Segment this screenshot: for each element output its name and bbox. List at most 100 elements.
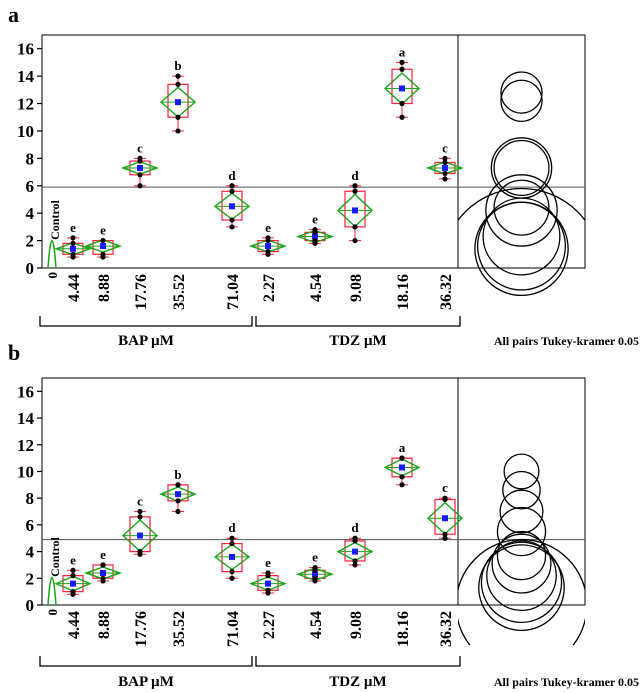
data-point — [70, 240, 76, 246]
x-tick-label: 4.44 — [66, 611, 83, 639]
control-label: Control — [48, 199, 62, 239]
data-point — [175, 498, 181, 504]
y-tick-label: 14 — [17, 409, 35, 428]
data-point — [137, 514, 143, 520]
y-tick-label: 12 — [17, 95, 34, 114]
significance-letter: e — [70, 552, 76, 567]
y-tick-label: 0 — [26, 596, 35, 615]
mean-marker — [100, 569, 106, 576]
control-marker — [47, 240, 57, 269]
data-point — [442, 170, 448, 177]
significance-letter: d — [351, 520, 359, 535]
comparison-circle — [482, 197, 561, 276]
mean-marker — [265, 243, 271, 250]
mean-marker — [137, 532, 143, 539]
data-point — [442, 535, 448, 541]
significance-letter: c — [442, 140, 448, 155]
mean-marker — [442, 515, 448, 522]
y-tick-label: 10 — [17, 462, 34, 481]
data-point — [229, 224, 235, 230]
data-point — [137, 183, 143, 189]
data-point — [399, 114, 405, 120]
y-tick-label: 16 — [17, 40, 34, 59]
significance-letter: e — [312, 212, 318, 227]
mean-marker — [399, 85, 405, 92]
data-point — [442, 159, 448, 166]
x-tick-label: 36.32 — [438, 274, 455, 310]
x-tick-label: 4.54 — [308, 274, 325, 302]
x-tick-label: 8.88 — [96, 611, 113, 639]
data-point — [352, 562, 358, 568]
significance-letter: e — [100, 547, 106, 562]
comparison-circles — [458, 71, 585, 297]
data-point — [70, 254, 76, 260]
y-tick-label: 2 — [26, 232, 35, 251]
comparison-circle — [458, 538, 585, 645]
panel-label: a — [8, 2, 19, 27]
x-tick-label: 71.04 — [225, 611, 242, 647]
data-point — [100, 254, 106, 260]
data-point — [100, 562, 106, 568]
comparison-circle — [493, 179, 550, 236]
mean-marker — [399, 464, 405, 471]
data-point — [70, 591, 76, 597]
y-tick-label: 2 — [26, 569, 35, 588]
data-point — [265, 590, 271, 596]
data-point — [229, 183, 235, 189]
comparison-circle — [503, 453, 540, 490]
significance-letter: d — [351, 168, 359, 183]
comparison-circle — [496, 506, 547, 557]
data-point — [175, 128, 181, 134]
significance-letter: e — [70, 220, 76, 235]
significance-letter: c — [137, 140, 143, 155]
group-label: BAP µM — [118, 333, 174, 349]
significance-letter: a — [399, 44, 406, 59]
significance-letter: e — [265, 220, 271, 235]
mean-marker — [70, 245, 76, 252]
data-point — [175, 508, 181, 515]
mean-marker — [175, 491, 181, 498]
test-label: All pairs Tukey-kramer 0.05 — [494, 334, 639, 348]
mean-marker — [229, 553, 235, 560]
data-point — [312, 567, 318, 573]
data-point — [137, 158, 143, 164]
data-point — [229, 540, 235, 547]
data-point — [265, 237, 271, 244]
y-tick-label: 0 — [26, 259, 35, 278]
data-point — [229, 188, 235, 194]
data-point — [312, 229, 318, 235]
data-point — [399, 474, 405, 480]
data-point — [442, 176, 448, 182]
data-point — [100, 578, 106, 584]
y-tick-label: 4 — [26, 204, 35, 223]
data-point — [442, 155, 448, 161]
x-tick-label: 4.44 — [66, 274, 83, 302]
data-point — [399, 482, 405, 488]
x-tick-label: 18.16 — [395, 274, 412, 310]
comparison-circle — [491, 533, 552, 594]
mean-marker — [312, 571, 318, 578]
data-point — [312, 578, 318, 584]
comparison-circle — [496, 530, 547, 581]
mean-marker — [312, 233, 318, 240]
data-point — [137, 551, 143, 557]
x-tick-label: 17.76 — [133, 611, 150, 647]
data-point — [399, 455, 405, 461]
chart-panel-b: b 0 2 4 6 8 10 12 14 16 Control 0 e 4.44 e 8.88 c 17.76 b 3… — [8, 340, 639, 690]
x-tick-label: 35.52 — [171, 274, 188, 310]
y-tick-label: 6 — [26, 516, 35, 535]
x-tick-label: 2.27 — [261, 274, 278, 302]
significance-letter: d — [228, 520, 236, 535]
comparison-circle — [502, 470, 541, 510]
significance-letter: e — [100, 223, 106, 238]
y-tick-label: 14 — [17, 67, 35, 86]
x-tick-label: 36.32 — [438, 611, 455, 647]
x-tick-label: 17.76 — [133, 274, 150, 310]
mean-marker — [229, 203, 235, 210]
data-point — [352, 538, 358, 544]
x-tick-label: 9.08 — [348, 274, 365, 302]
test-label: All pairs Tukey-kramer 0.05 — [494, 675, 639, 689]
x-tick-label: 8.88 — [96, 274, 113, 302]
comparison-circle — [486, 540, 557, 611]
comparison-circle — [500, 71, 543, 114]
